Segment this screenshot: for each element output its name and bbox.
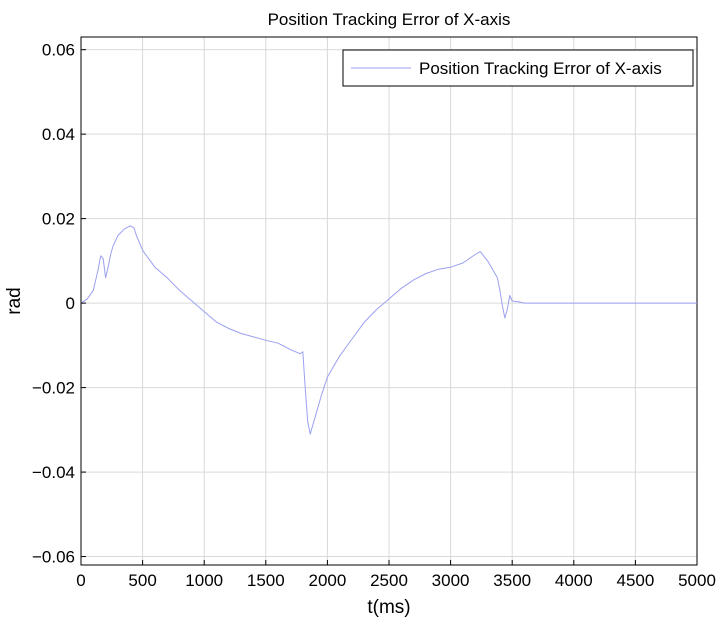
y-tick-label: −0.06 — [32, 548, 75, 567]
x-tick-label: 500 — [128, 571, 156, 590]
x-tick-label: 3000 — [432, 571, 470, 590]
series-line — [80, 225, 697, 435]
y-tick-label: 0.06 — [42, 41, 75, 60]
chart-title: Position Tracking Error of X-axis — [268, 10, 511, 29]
x-tick-label: 2000 — [308, 571, 346, 590]
x-tick-label: 4500 — [616, 571, 654, 590]
y-tick-label: −0.04 — [32, 463, 75, 482]
series-layer — [80, 225, 697, 435]
ticks: 0 500 1000 1500 2000 2500 3000 3500 4000 4500 5000… — [32, 41, 716, 590]
x-tick-label: 0 — [76, 571, 85, 590]
y-tick-label: 0.04 — [42, 125, 75, 144]
x-tick-label: 1500 — [247, 571, 285, 590]
x-tick-label: 2500 — [370, 571, 408, 590]
y-tick-label: 0.02 — [42, 210, 75, 229]
y-axis-label: rad — [4, 287, 25, 314]
x-axis-label: t(ms) — [367, 597, 410, 618]
legend-label: Position Tracking Error of X-axis — [419, 59, 662, 78]
x-tick-label: 5000 — [678, 571, 716, 590]
x-tick-label: 4000 — [555, 571, 593, 590]
x-tick-label: 3500 — [493, 571, 531, 590]
y-tick-label: −0.02 — [32, 379, 75, 398]
y-tick-label: 0 — [66, 294, 75, 313]
legend: Position Tracking Error of X-axis — [342, 49, 694, 87]
x-tick-label: 1000 — [185, 571, 223, 590]
